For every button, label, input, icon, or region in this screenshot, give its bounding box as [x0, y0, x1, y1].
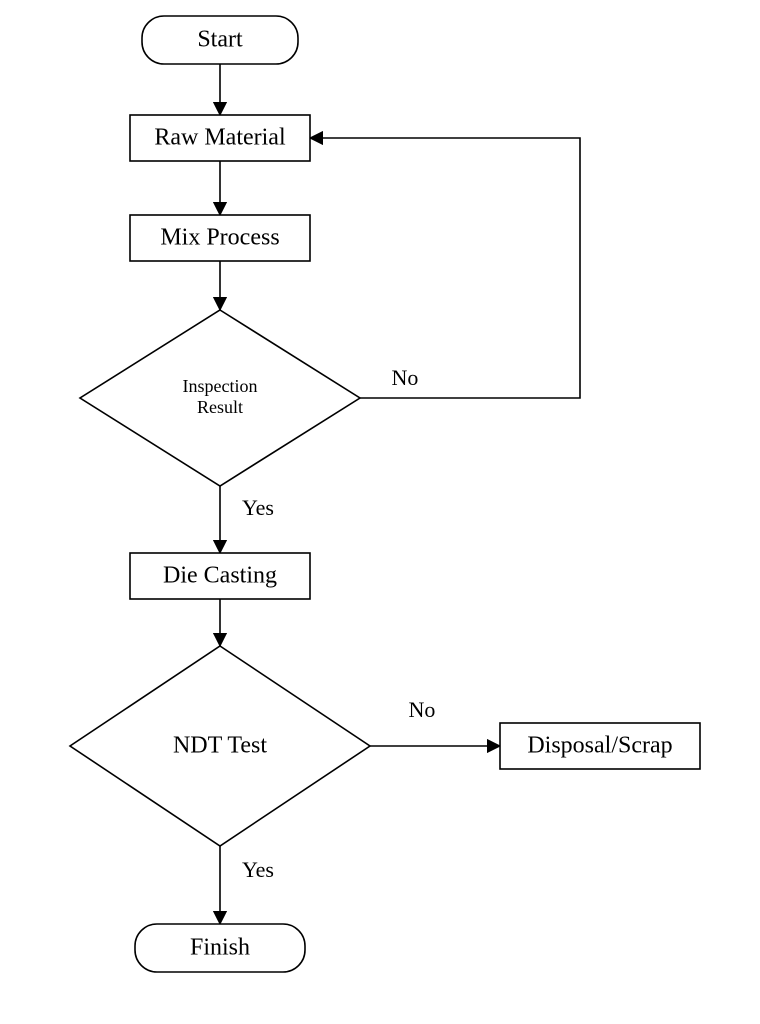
svg-text:Die Casting: Die Casting [163, 563, 277, 589]
flowchart-canvas: Yes No No Yes Start Raw Material Mix Process In… [0, 0, 760, 1024]
node-finish: Finish [135, 924, 305, 972]
svg-text:Start: Start [197, 27, 243, 53]
node-raw: Raw Material [130, 115, 310, 161]
svg-text:Mix Process: Mix Process [160, 225, 279, 251]
node-mix: Mix Process [130, 215, 310, 261]
node-ndt: NDT Test [70, 646, 370, 846]
edge: Yes [220, 846, 274, 924]
node-start: Start [142, 16, 298, 64]
svg-text:No: No [392, 365, 419, 390]
node-diecast: Die Casting [130, 553, 310, 599]
svg-text:Finish: Finish [190, 935, 250, 961]
svg-text:Disposal/Scrap: Disposal/Scrap [527, 733, 672, 759]
edge: No [310, 138, 580, 398]
svg-text:Raw Material: Raw Material [154, 125, 286, 151]
edge: Yes [220, 486, 274, 553]
node-scrap: Disposal/Scrap [500, 723, 700, 769]
node-inspect: InspectionResult [80, 310, 360, 486]
svg-text:Inspection: Inspection [183, 376, 258, 396]
svg-text:Yes: Yes [242, 495, 274, 520]
svg-text:NDT Test: NDT Test [173, 733, 267, 759]
svg-text:No: No [409, 697, 436, 722]
svg-text:Result: Result [197, 397, 243, 417]
edge: No [370, 697, 500, 746]
svg-text:Yes: Yes [242, 857, 274, 882]
